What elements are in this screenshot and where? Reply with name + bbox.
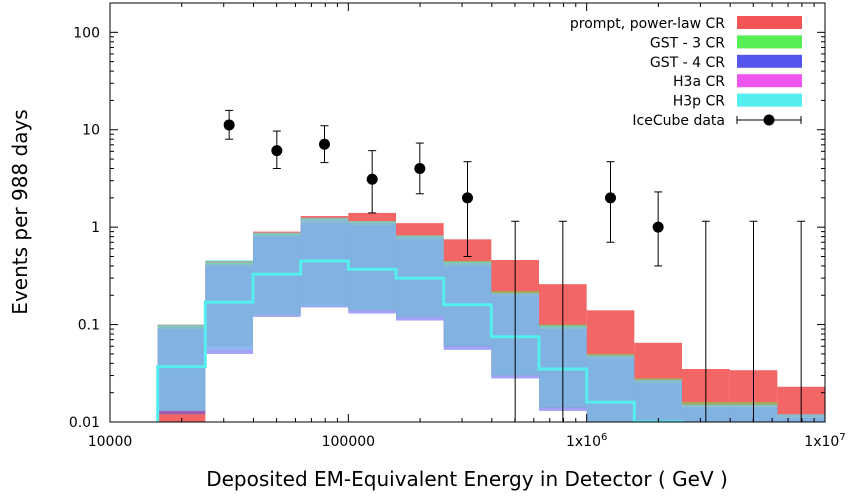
plot-area [156,109,825,422]
y-tick-label: 0.1 [78,318,100,334]
legend-label: GST - 3 CR [650,35,725,51]
legend-label: GST - 4 CR [650,55,725,71]
y-tick-label: 100 [73,25,100,41]
band-bin [348,221,397,311]
central-line [156,259,684,422]
legend-swatch [737,35,802,49]
y-tick-label: 0.01 [69,415,100,431]
data-point [318,138,330,150]
band-bin [205,260,253,350]
data-point [461,192,473,204]
x-tick-label: 1x107 [804,432,845,450]
x-tick-label: 100000 [322,434,375,450]
x-tick-label: 10000 [88,434,133,450]
band-bin [586,355,635,422]
band-bin [396,235,444,317]
data-point [605,192,617,204]
x-tick-label: 1x106 [566,432,607,450]
y-axis-label: Events per 988 days [8,109,32,314]
axes: 10000 100000 1x106 1x107 0.01 0.1 1 10 100 [69,2,846,450]
legend-marker [763,114,775,126]
x-axis-label: Deposited EM-Equivalent Energy in Detect… [206,467,728,491]
data-point [414,163,426,175]
data-point [223,119,235,131]
band-bin [634,379,683,422]
data-point [366,173,378,185]
legend-label: prompt, power-law CR [570,16,725,32]
plot-frame [109,2,826,423]
legend-label: IceCube data [632,113,725,129]
legend-label: H3a CR [673,74,725,90]
y-tick-label: 1 [91,220,100,236]
y-tick-label: 10 [82,123,100,139]
legend-swatch [737,54,802,68]
data-point [271,145,283,157]
series-5 [223,109,806,422]
legend: prompt, power-law CR GST - 3 CR GST - 4 CR… [570,16,802,129]
legend-swatch [737,74,802,88]
legend-label: H3p CR [673,94,726,110]
legend-swatch [737,16,802,29]
legend-swatch [737,93,802,107]
data-point [652,221,664,233]
